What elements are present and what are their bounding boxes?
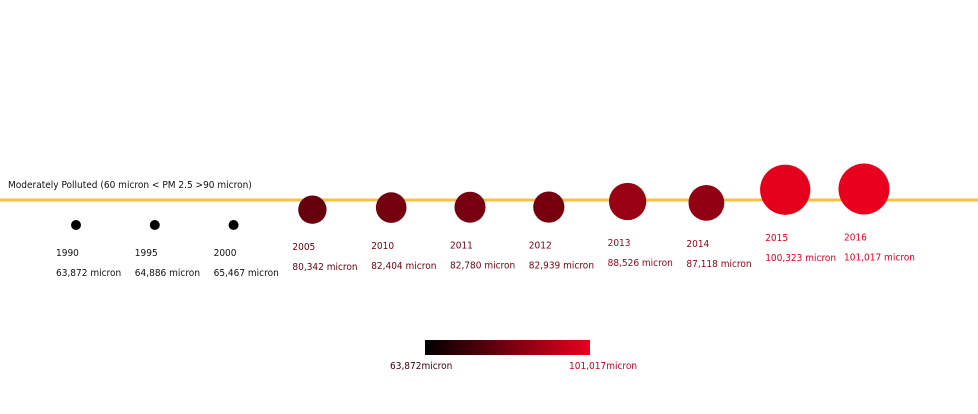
- value-label-2014: 87,118 micron: [686, 259, 751, 270]
- data-point-1990: [71, 220, 81, 230]
- value-label-2012: 82,939 micron: [529, 261, 594, 272]
- data-point-2005: [298, 195, 327, 224]
- legend-max-label: 101,017micron: [569, 361, 638, 372]
- data-point-2012: [533, 191, 565, 223]
- data-point-2016: [838, 163, 890, 215]
- legend-min-label: 63,872micron: [390, 361, 453, 372]
- value-label-2000: 65,467 micron: [214, 268, 279, 279]
- year-label-2010: 2010: [371, 241, 394, 252]
- color-scale-legend: [425, 340, 590, 355]
- value-label-1990: 63,872 micron: [56, 268, 121, 279]
- year-label-1995: 1995: [135, 248, 158, 259]
- data-point-2015: [760, 164, 811, 215]
- value-label-2013: 88,526 micron: [608, 258, 673, 269]
- data-point-2000: [228, 220, 239, 230]
- year-label-2005: 2005: [292, 242, 315, 253]
- year-label-2000: 2000: [214, 248, 237, 259]
- year-label-1990: 1990: [56, 248, 79, 259]
- value-label-1995: 64,886 micron: [135, 268, 200, 279]
- year-label-2013: 2013: [608, 238, 631, 249]
- value-label-2015: 100,323 micron: [765, 253, 836, 264]
- value-label-2016: 101,017 micron: [844, 253, 915, 264]
- year-label-2012: 2012: [529, 241, 552, 252]
- year-label-2014: 2014: [686, 239, 709, 250]
- value-label-2010: 82,404 micron: [371, 261, 436, 272]
- year-label-2016: 2016: [844, 233, 867, 244]
- data-point-1995: [149, 220, 160, 230]
- data-point-2011: [454, 191, 486, 223]
- value-label-2005: 80,342 micron: [292, 262, 357, 273]
- data-point-2014: [688, 184, 725, 221]
- data-point-2010: [375, 192, 407, 223]
- year-label-2011: 2011: [450, 241, 473, 252]
- data-point-2013: [608, 182, 647, 221]
- year-label-2015: 2015: [765, 233, 788, 244]
- value-label-2011: 82,780 micron: [450, 261, 515, 272]
- data-points: 1990 63,872 micron 1995 64,886 micron 2000 65…: [56, 163, 915, 279]
- threshold-label: Moderately Polluted (60 micron < PM 2.5 …: [8, 180, 252, 191]
